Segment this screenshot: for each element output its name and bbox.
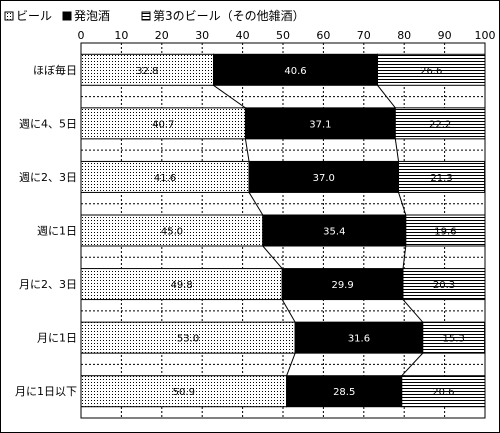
data-label-1-2: 40.7 xyxy=(152,119,174,130)
bar-2-4 xyxy=(262,214,407,247)
series-line xyxy=(402,245,407,269)
series-line xyxy=(213,84,246,109)
data-label-1-1: 32.8 xyxy=(136,66,158,77)
category-label-2: 週に4、5日 xyxy=(19,117,77,130)
series-line xyxy=(402,299,424,323)
series-line xyxy=(244,138,250,162)
data-label-2-3: 37.0 xyxy=(313,173,335,184)
bar-1-2 xyxy=(80,107,246,140)
legend-label-1: ビール xyxy=(16,9,52,23)
legend: ビール 発泡酒 第3のビール（その他雑酒） xyxy=(4,8,305,23)
series-lines xyxy=(213,84,424,377)
bar-1-6 xyxy=(80,321,296,354)
x-tick-label-20: 20 xyxy=(155,29,169,42)
category-label-7: 月に1日以下 xyxy=(15,385,77,398)
x-tick-label-60: 60 xyxy=(316,29,330,42)
category-label-5: 月に2、3日 xyxy=(19,278,77,291)
data-label-1-3: 41.6 xyxy=(154,173,176,184)
x-tick-label-30: 30 xyxy=(195,29,209,42)
x-tick-label-0: 0 xyxy=(78,29,85,42)
series-line xyxy=(394,138,400,162)
series-line xyxy=(281,299,296,323)
bar-3-1 xyxy=(377,53,486,86)
data-label-3-4: 19.6 xyxy=(434,227,456,238)
data-label-3-7: 20.6 xyxy=(432,387,454,398)
legend-label-2: 発泡酒 xyxy=(74,9,110,23)
bar-2-2 xyxy=(244,107,396,140)
data-label-1-5: 49.8 xyxy=(170,280,192,291)
legend-swatch-1 xyxy=(4,11,14,21)
category-label-4: 週に1日 xyxy=(37,225,77,238)
bar-2-3 xyxy=(248,160,400,193)
bar-1-3 xyxy=(80,160,250,193)
data-label-1-7: 50.9 xyxy=(173,387,195,398)
x-tick-label-100: 100 xyxy=(475,29,496,42)
category-label-3: 週に2、3日 xyxy=(19,171,77,184)
x-tick-label-50: 50 xyxy=(276,29,290,42)
data-label-2-2: 37.1 xyxy=(309,119,331,130)
series-line xyxy=(401,352,424,377)
bar-2-7 xyxy=(286,375,403,408)
bar-2-5 xyxy=(281,268,404,301)
bar-3-6 xyxy=(422,321,486,354)
series-line xyxy=(286,352,296,376)
bar-3-2 xyxy=(394,107,486,140)
x-tick-label-70: 70 xyxy=(357,29,371,42)
data-label-1-4: 45.0 xyxy=(161,227,183,238)
legend-label-3: 第3のビール（その他雑酒） xyxy=(153,8,305,23)
series-line xyxy=(398,192,407,216)
bar-1-7 xyxy=(80,375,288,408)
bar-1-5 xyxy=(80,268,283,301)
bar-3-4 xyxy=(405,214,486,247)
data-label-2-6: 31.6 xyxy=(348,334,370,345)
bar-3-5 xyxy=(402,268,486,301)
x-tick-label-90: 90 xyxy=(438,29,452,42)
x-tick-label-10: 10 xyxy=(114,29,128,42)
bars xyxy=(80,53,486,408)
data-label-2-1: 40.6 xyxy=(284,66,306,77)
legend-swatch-2 xyxy=(62,11,72,21)
bar-1-4 xyxy=(80,214,264,247)
data-label-3-5: 20.3 xyxy=(433,280,455,291)
data-label-2-4: 35.4 xyxy=(323,227,345,238)
data-label-2-7: 28.5 xyxy=(333,387,355,398)
labels: 32.8 40.6 26.6 ほぼ毎日 40.7 37.1 22.2 週に4、5日 41.6 37… xyxy=(15,64,465,398)
data-label-3-2: 22.2 xyxy=(429,119,451,130)
x-tick-label-40: 40 xyxy=(236,29,250,42)
category-label-6: 月に1日 xyxy=(37,332,77,345)
data-label-3-1: 26.6 xyxy=(420,66,442,77)
data-label-3-3: 21.3 xyxy=(430,173,452,184)
category-label-1: ほぼ毎日 xyxy=(33,64,77,77)
legend-swatch-3 xyxy=(141,11,151,21)
data-label-1-6: 53.0 xyxy=(177,334,199,345)
bar-3-7 xyxy=(401,375,486,408)
data-label-3-6: 15.3 xyxy=(443,334,465,345)
bar-2-1 xyxy=(213,53,379,86)
data-label-2-5: 29.9 xyxy=(331,280,353,291)
x-tick-label-80: 80 xyxy=(397,29,411,42)
series-line xyxy=(377,84,396,109)
bar-3-3 xyxy=(398,160,486,193)
series-line xyxy=(262,245,283,269)
series-line xyxy=(248,192,264,216)
